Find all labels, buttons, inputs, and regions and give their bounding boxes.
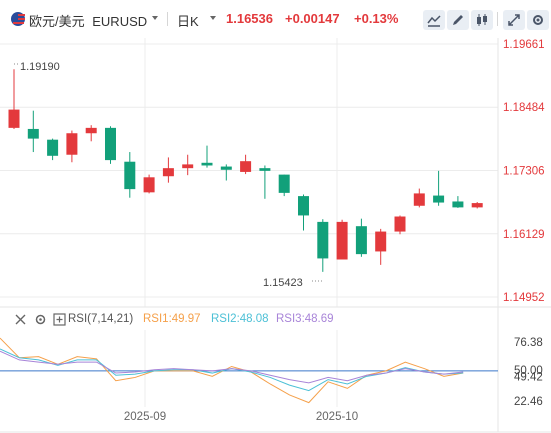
symbol-name: 欧元/美元 [29,14,85,29]
candle-body [471,203,483,208]
candle-body [278,174,290,193]
candlesticks [8,69,483,272]
chart-grid [0,38,498,407]
candle-body [413,193,425,206]
candle-body [355,226,367,255]
candles-icon[interactable] [471,10,493,30]
candle-body [317,221,329,259]
candle-body [182,164,194,169]
rsi-line-rsi1 [0,337,464,404]
flag-icon [10,11,26,32]
candle-body [47,139,59,156]
high-annotation-label: 1.19190 [20,61,60,73]
candle-body [240,161,252,172]
candle-body [433,195,445,203]
low-annotation-label: 1.15423 [263,277,303,289]
rsi3-value: RSI3:48.69 [276,313,334,325]
settings-icon[interactable] [527,10,549,30]
caret-down-icon[interactable] [152,16,158,20]
symbol-code: EURUSD [92,14,148,29]
rsi-tick-label: 49.42 [514,372,543,384]
rsi-legend: RSI(7,14,21) RSI1:49.97 RSI2:48.08 RSI3:… [0,311,500,329]
time-tick-label: 2025-10 [316,411,358,423]
candle-body [452,201,464,208]
candle-body [124,161,136,190]
divider [497,12,498,26]
caret-down-icon[interactable] [210,16,216,20]
price-tick-label: 1.14952 [503,292,545,304]
price-change: +0.00147 [285,11,340,26]
price-tick-label: 1.17306 [503,166,545,178]
price-tick-label: 1.19661 [503,39,545,51]
candle-body [27,128,39,139]
rsi-pane [0,337,498,404]
rsi-tick-label: 50.00 [514,365,543,377]
candle-body [298,196,309,216]
candle-body [8,109,20,128]
period-selector[interactable]: 日K [177,14,199,29]
candle-body [66,133,78,155]
candle-body [336,221,348,260]
candle-body [85,127,97,134]
pencil-icon[interactable] [447,10,469,30]
rsi-tick-label: 22.46 [514,396,543,408]
symbol-selector[interactable]: 欧元/美元 EURUSD [29,11,147,30]
price-tick-label: 1.16129 [503,229,545,241]
candle-body [201,162,213,166]
price-axis: 1.19661 1.18484 1.17306 1.16129 1.14952 [497,38,545,432]
rsi2-value: RSI2:48.08 [211,313,269,325]
price-tick-label: 1.18484 [503,102,545,114]
collapse-icon[interactable] [14,313,27,331]
candle-body [143,177,155,193]
candle-body [220,166,232,170]
fullscreen-icon[interactable] [503,10,525,30]
time-axis: 2025-09 2025-10 [124,411,358,423]
gear-icon[interactable] [34,313,47,331]
candle-body [394,216,406,232]
divider [167,12,168,26]
candle-body [105,127,116,161]
rsi-indicator-name: RSI(7,14,21) [68,313,134,325]
rsi-tick-label: 76.38 [514,337,543,349]
last-price: 1.16536 [226,11,273,26]
price-annotations: 1.19190 1.15423 [14,61,323,289]
plus-box-icon[interactable] [53,313,66,331]
candle-body [259,168,271,171]
candle-body [375,231,387,252]
rsi-line-rsi2 [0,348,464,392]
line-chart-icon[interactable] [423,10,445,30]
time-tick-label: 2025-09 [124,411,166,423]
rsi-line-rsi3 [0,350,464,384]
chart-toolbar: 欧元/美元 EURUSD 日K 1.16536 +0.00147 +0.13% [0,0,551,38]
rsi1-value: RSI1:49.97 [143,313,201,325]
price-change-percent: +0.13% [354,11,399,26]
candle-body [162,168,174,177]
